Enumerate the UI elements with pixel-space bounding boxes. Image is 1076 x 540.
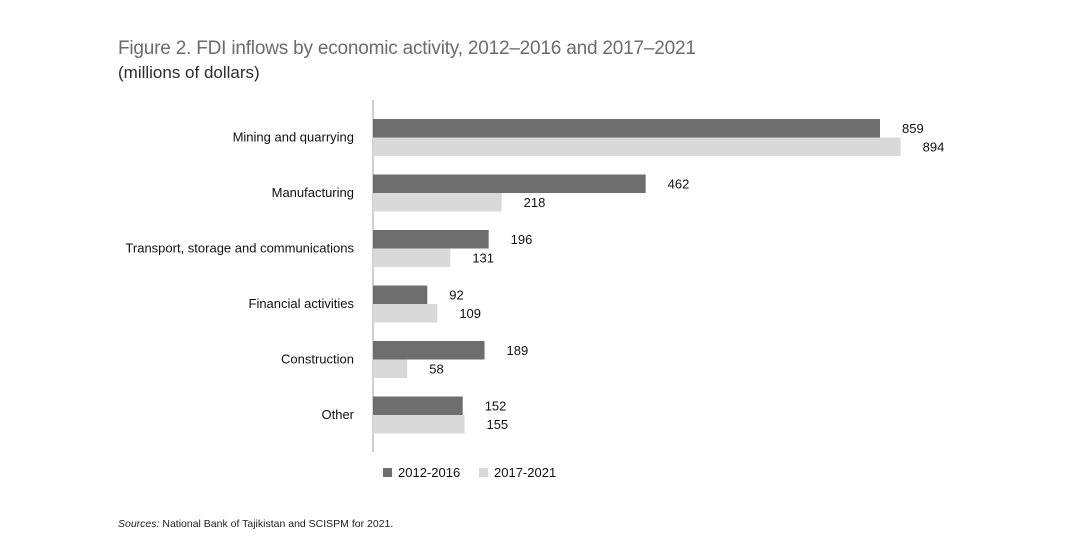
bar-2017-2021 [373, 304, 438, 323]
bar-2017-2021 [373, 137, 901, 156]
data-label: 462 [668, 177, 690, 192]
source-label: Sources: [118, 518, 160, 530]
category-label: Transport, storage and communications [125, 241, 354, 256]
bar-2012-2016 [373, 396, 463, 415]
data-label: 859 [902, 121, 924, 136]
bar-2017-2021 [373, 359, 408, 378]
data-label: 155 [486, 417, 508, 432]
bar-2012-2016 [373, 341, 485, 360]
bar-2012-2016 [373, 174, 646, 193]
bar-2017-2021 [373, 193, 502, 212]
bar-2012-2016 [373, 285, 428, 304]
data-label: 218 [524, 195, 546, 210]
legend-swatch [383, 468, 392, 477]
legend-swatch [479, 468, 488, 477]
data-label: 894 [923, 140, 945, 155]
category-label: Mining and quarrying [233, 130, 354, 145]
legend-label: 2017-2021 [494, 465, 556, 480]
category-label: Construction [281, 352, 354, 367]
category-label: Financial activities [249, 296, 355, 311]
data-label: 189 [507, 343, 529, 358]
data-label: 109 [459, 306, 481, 321]
source-note: Sources: National Bank of Tajikistan and… [118, 518, 393, 530]
data-label: 58 [429, 362, 443, 377]
data-label: 92 [449, 288, 463, 303]
bar-2017-2021 [373, 415, 465, 434]
category-label: Other [321, 407, 354, 422]
data-label: 196 [511, 232, 533, 247]
chart-title: Figure 2. FDI inflows by economic activi… [118, 38, 696, 59]
legend-label: 2012-2016 [398, 465, 460, 480]
bar-2012-2016 [373, 230, 489, 249]
source-text: National Bank of Tajikistan and SCISPM f… [159, 518, 394, 530]
data-label: 152 [485, 399, 507, 414]
chart-subtitle: (millions of dollars) [118, 63, 260, 82]
bar-2012-2016 [373, 119, 880, 138]
category-label: Manufacturing [272, 185, 354, 200]
data-label: 131 [472, 251, 494, 266]
bar-2017-2021 [373, 248, 451, 267]
